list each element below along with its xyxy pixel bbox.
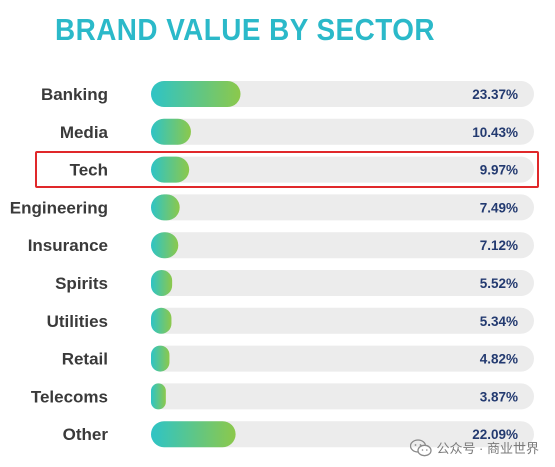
value-label-retail: 4.82% [480,352,518,367]
wechat-icon [410,438,433,456]
bar-track-telecoms [151,383,534,410]
bar-track-tech [151,156,534,183]
bar-insurance [151,232,179,259]
category-label-utilities: Utilities [47,312,108,331]
value-label-utilities: 5.34% [480,314,518,329]
chart-title: BRAND VALUE BY SECTOR [55,12,435,47]
watermark: 公众号 · 商业世界 [410,438,539,457]
category-label-insurance: Insurance [28,236,108,255]
category-label-retail: Retail [62,350,108,369]
category-label-banking: Banking [41,85,108,104]
value-label-other: 22.09% [472,427,518,442]
bar-track-insurance [151,232,534,259]
value-label-engineering: 7.49% [480,200,518,215]
bar-other [151,421,236,448]
bar-banking [151,81,241,107]
bar-utilities [151,307,172,334]
category-label-spirits: Spirits [55,274,108,293]
bar-track-engineering [151,194,534,221]
bar-spirits [151,270,173,296]
category-label-media: Media [60,123,109,142]
bar-engineering [151,194,180,221]
value-label-media: 10.43% [472,125,518,140]
bar-track-media [151,118,534,145]
bar-track-spirits [151,270,534,296]
bar-media [151,118,191,145]
value-label-banking: 23.37% [472,87,518,102]
value-label-insurance: 7.12% [480,238,518,253]
bar-telecoms [151,383,166,410]
value-label-spirits: 5.52% [480,276,518,291]
bar-track-utilities [151,307,534,334]
bar-track-retail [151,345,534,372]
bar-tech [151,156,190,183]
category-label-other: Other [63,425,109,444]
value-label-tech: 9.97% [480,163,518,178]
value-label-telecoms: 3.87% [480,389,518,404]
category-label-telecoms: Telecoms [31,387,108,406]
watermark-text: 公众号 · 商业世界 [436,441,539,456]
bar-track-other [151,421,534,448]
bar-track-banking [151,81,534,107]
bar-retail [151,345,170,372]
highlight-box-tech [35,151,539,188]
category-label-engineering: Engineering [10,198,108,217]
category-label-tech: Tech [70,161,108,180]
